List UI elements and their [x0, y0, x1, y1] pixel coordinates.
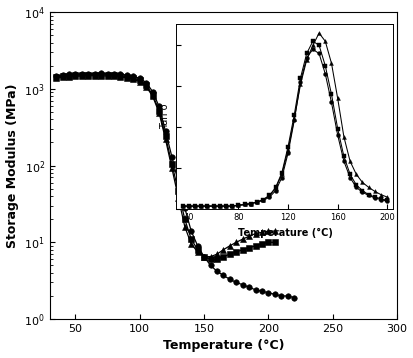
X-axis label: Temperature (°C): Temperature (°C) [163, 339, 284, 352]
Y-axis label: Storage Modulus (MPa): Storage Modulus (MPa) [5, 83, 19, 248]
